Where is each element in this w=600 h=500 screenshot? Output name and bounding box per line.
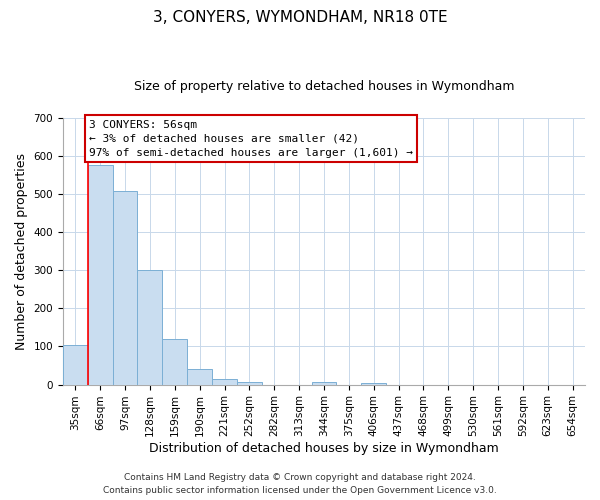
Bar [311, 382, 337, 384]
Bar [88, 164, 113, 384]
Y-axis label: Number of detached properties: Number of detached properties [15, 152, 28, 350]
Bar [137, 270, 163, 384]
Bar [237, 382, 262, 384]
Bar [113, 192, 137, 384]
Bar [361, 382, 386, 384]
X-axis label: Distribution of detached houses by size in Wymondham: Distribution of detached houses by size … [149, 442, 499, 455]
Bar [63, 346, 88, 385]
Bar [163, 339, 187, 384]
Bar [212, 379, 237, 384]
Title: Size of property relative to detached houses in Wymondham: Size of property relative to detached ho… [134, 80, 514, 93]
Text: Contains HM Land Registry data © Crown copyright and database right 2024.
Contai: Contains HM Land Registry data © Crown c… [103, 474, 497, 495]
Text: 3 CONYERS: 56sqm
← 3% of detached houses are smaller (42)
97% of semi-detached h: 3 CONYERS: 56sqm ← 3% of detached houses… [89, 120, 413, 158]
Bar [187, 370, 212, 384]
Text: 3, CONYERS, WYMONDHAM, NR18 0TE: 3, CONYERS, WYMONDHAM, NR18 0TE [152, 10, 448, 25]
